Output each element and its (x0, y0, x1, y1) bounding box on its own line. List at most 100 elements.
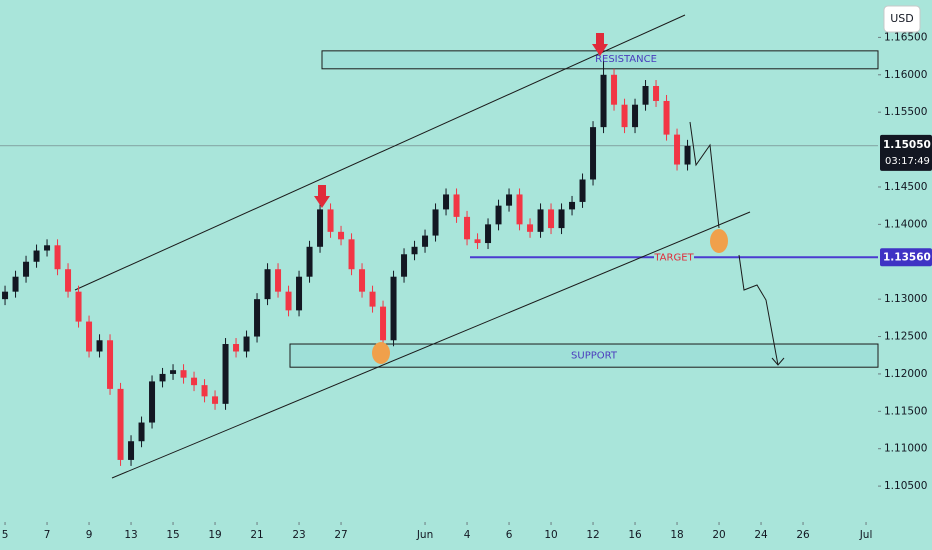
target-label: TARGET (653, 252, 694, 263)
candle-body (537, 209, 544, 232)
y-tick-label: 1.10500 (884, 480, 927, 492)
candle-body (306, 246, 313, 277)
y-tick-label: 1.11500 (884, 405, 927, 417)
candle-body (632, 104, 639, 128)
candle-body (86, 321, 93, 352)
candle-body (611, 74, 618, 105)
currency-box (883, 5, 921, 33)
y-tick-label: 1.15500 (884, 106, 927, 118)
candle-body (548, 209, 555, 229)
x-tick-label: 9 (86, 529, 93, 541)
red-arrow (596, 33, 604, 45)
candle-body (443, 194, 450, 210)
y-tick-label: 1.14000 (884, 218, 927, 230)
candle-body (327, 209, 334, 232)
candle-body (485, 224, 492, 244)
candle-body (453, 194, 460, 217)
last-price-label: 1.15050 (883, 139, 931, 151)
x-tick-label: 15 (166, 529, 179, 541)
candle-body (75, 291, 82, 322)
candle-body (317, 209, 324, 247)
zone (289, 343, 879, 368)
x-tick-label: 21 (250, 529, 263, 541)
candle-body (23, 261, 30, 277)
y-tick-label: 1.13000 (884, 293, 927, 305)
candle-body (107, 340, 114, 389)
candle-body (495, 205, 502, 225)
candle-body (285, 291, 292, 311)
candle-body (338, 231, 345, 240)
currency: USD (890, 12, 914, 25)
candle-body (264, 269, 271, 300)
touch-circle (372, 342, 390, 364)
candle-body (54, 245, 61, 270)
forecast-path (689, 121, 720, 229)
x-tick-label: 16 (628, 529, 642, 541)
candle-body (180, 370, 187, 378)
candle-body (128, 441, 135, 460)
candle-body (432, 209, 439, 236)
candle-body (117, 388, 124, 460)
channel-lower (111, 211, 751, 479)
candle-body (2, 291, 9, 300)
x-tick-label: Jul (859, 529, 873, 541)
x-tick-label: 26 (796, 529, 810, 541)
candle-body (527, 224, 534, 232)
axis: 1.16500 1.16000 1.15500 1.14500 1.14000 1.130… (2, 31, 932, 541)
channel-upper (74, 14, 686, 291)
candle-body (506, 194, 513, 206)
candle-body (359, 269, 366, 292)
candle-body (653, 86, 660, 101)
candle-body (96, 340, 103, 352)
x-tick-label: 5 (2, 529, 9, 541)
red-arrow (314, 196, 330, 208)
candle-body (558, 209, 565, 229)
candle-body (590, 127, 597, 180)
x-tick-label: 13 (124, 529, 137, 541)
candle-body (296, 276, 303, 311)
y-tick-label: 1.16000 (884, 69, 927, 81)
candle-body (579, 179, 586, 202)
candles (2, 61, 691, 466)
y-tick-label: 1.12000 (884, 368, 927, 380)
target-price-box (880, 248, 932, 267)
candle-body (243, 336, 250, 352)
red-arrow (592, 44, 608, 56)
candle-body (159, 373, 166, 382)
candle-body (600, 74, 607, 128)
candle-body (411, 246, 418, 255)
candle-body (44, 245, 51, 251)
countdown-label: 03:17:49 (885, 156, 930, 167)
candle-body (621, 104, 628, 128)
x-tick-label: 20 (712, 529, 725, 541)
last-price-box (880, 134, 932, 171)
candle-body (401, 254, 408, 277)
candle-body (12, 276, 19, 292)
candle-body (422, 235, 429, 247)
x-tick-label: 24 (754, 529, 768, 541)
x-tick-label: 6 (506, 529, 513, 541)
candle-body (684, 145, 691, 165)
candle-body (138, 422, 145, 442)
x-tick-label: Jun (416, 529, 433, 541)
candle-body (569, 201, 576, 210)
candle-body (275, 269, 282, 292)
x-tick-label: 23 (292, 529, 305, 541)
zones: RESISTANCE SUPPORT TARGET (0, 50, 879, 368)
candle-body (663, 100, 670, 135)
x-tick-label: 7 (44, 529, 51, 541)
candle-body (348, 239, 355, 270)
candle-body (201, 385, 208, 397)
candle-body (390, 276, 397, 341)
markers (314, 33, 728, 364)
x-tick-label: 18 (670, 529, 683, 541)
candle-body (464, 216, 471, 240)
candle-body (369, 291, 376, 307)
candle-body (380, 306, 387, 341)
arrow-head (771, 357, 785, 366)
y-tick-label: 1.11000 (884, 443, 927, 455)
candle-body (33, 250, 40, 262)
candle-body (516, 194, 523, 225)
candle-body (212, 396, 219, 404)
